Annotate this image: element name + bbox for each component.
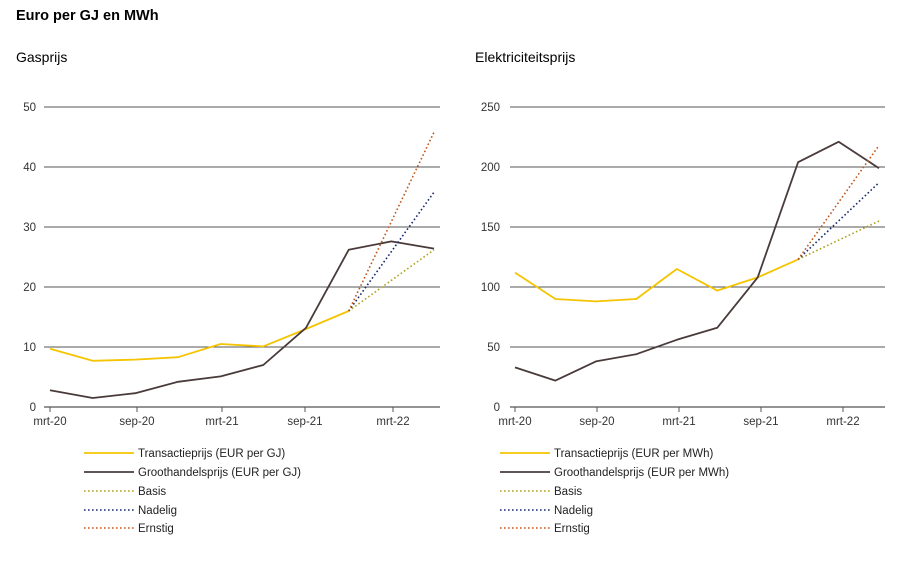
gas-x-tick-label: mrt-21 [205,416,238,428]
gas-y-tick-label: 20 [23,282,36,294]
gas-y-tick-label: 0 [30,402,36,414]
elec-legend-label-transactie: Transactieprijs (EUR per MWh) [554,448,713,460]
gas-series-ernstig-line [347,131,435,312]
elec-legend-label-basis: Basis [554,486,582,498]
elec-legend-label-groothandel: Groothandelsprijs (EUR per MWh) [554,467,729,479]
gas-x-tick-label: sep-21 [287,416,322,428]
elec-y-tick-label: 250 [481,102,500,114]
elec-series-nadelig-line [797,182,880,260]
elec-y-tick-label: 150 [481,222,500,234]
gas-series-transactie-line [49,310,350,362]
elec-legend-label-ernstig: Ernstig [554,523,590,535]
gas-y-tick-label: 40 [23,162,36,174]
elec-legend-label-nadelig: Nadelig [554,505,593,517]
gas-x-tick-label: mrt-20 [33,416,66,428]
gas-series-groothandel-line [49,240,435,399]
gas-series-nadelig-line [348,191,435,312]
elec-series-basis-line [797,220,880,261]
elec-y-tick-label: 50 [487,342,500,354]
gas-chart-title: Gasprijs [16,49,68,65]
elec-y-tick-label: 0 [494,402,500,414]
elec-y-tick-label: 100 [481,282,500,294]
elec-x-tick-label: sep-21 [743,416,778,428]
elec-x-tick-label: mrt-22 [826,416,859,428]
gas-y-tick-label: 50 [23,102,36,114]
gas-x-tick-label: sep-20 [119,416,154,428]
elec-y-tick-label: 200 [481,162,500,174]
gas-series-basis-line [348,249,435,312]
elec-series-groothandel-line [514,140,880,382]
gas-legend-label-basis: Basis [138,486,166,498]
elec-x-tick-label: sep-20 [579,416,614,428]
elec-x-tick-label: mrt-21 [662,416,695,428]
gas-legend-label-ernstig: Ernstig [138,523,174,535]
gas-y-tick-label: 30 [23,222,36,234]
gas-legend-label-nadelig: Nadelig [138,505,177,517]
electricity-chart-title: Elektriciteitsprijs [475,49,576,65]
elec-x-tick-label: mrt-20 [498,416,531,428]
gas-y-tick-label: 10 [23,342,36,354]
gas-legend-label-groothandel: Groothandelsprijs (EUR per GJ) [138,467,301,479]
elec-series-ernstig-line [797,144,880,260]
gas-x-tick-label: mrt-22 [376,416,409,428]
main-title: Euro per GJ en MWh [16,8,159,24]
elec-series-transactie-line [514,258,799,303]
gas-legend-label-transactie: Transactieprijs (EUR per GJ) [138,448,285,460]
